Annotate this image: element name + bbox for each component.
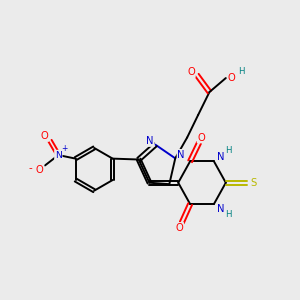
- Text: H: H: [225, 146, 231, 155]
- Text: O: O: [36, 165, 43, 175]
- Text: N: N: [217, 152, 224, 162]
- Text: H: H: [238, 67, 244, 76]
- Text: +: +: [62, 144, 68, 153]
- Text: O: O: [197, 133, 205, 142]
- Text: N: N: [146, 136, 154, 146]
- Text: H: H: [225, 210, 231, 219]
- Text: O: O: [41, 131, 49, 141]
- Text: O: O: [187, 67, 195, 77]
- Text: O: O: [228, 73, 236, 83]
- Text: N: N: [55, 151, 62, 160]
- Text: N: N: [217, 204, 224, 214]
- Text: N: N: [178, 150, 185, 160]
- Text: -: -: [29, 163, 33, 173]
- Text: O: O: [176, 223, 183, 233]
- Text: S: S: [250, 178, 256, 188]
